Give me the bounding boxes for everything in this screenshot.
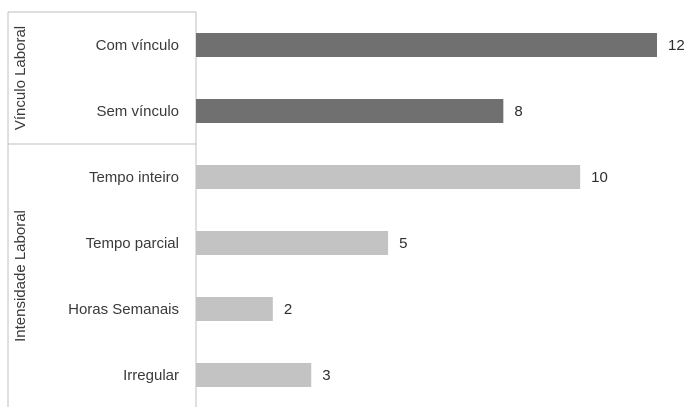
group-label-intensidade-laboral: Intensidade Laboral [12, 210, 29, 342]
category-label-tempo-inteiro: Tempo inteiro [89, 169, 179, 186]
value-label-irregular: 3 [322, 367, 330, 384]
category-label-sem-vinculo: Sem vínculo [96, 103, 179, 120]
value-label-tempo-parcial: 5 [399, 235, 407, 252]
category-label-com-vinculo: Com vínculo [96, 37, 179, 54]
bar-irregular [196, 363, 312, 387]
value-labels: 12 8 10 5 2 3 [284, 37, 685, 384]
value-label-com-vinculo: 12 [668, 37, 685, 54]
category-label-tempo-parcial: Tempo parcial [86, 235, 179, 252]
category-label-irregular: Irregular [123, 367, 179, 384]
group-brackets [7, 11, 196, 407]
bar-com-vinculo [196, 33, 657, 57]
bar-sem-vinculo [196, 99, 504, 123]
value-label-tempo-inteiro: 10 [591, 169, 608, 186]
bar-horas-semanais [196, 297, 273, 321]
bar-tempo-inteiro [196, 165, 581, 189]
group-labels: Vínculo Laboral Intensidade Laboral [12, 26, 29, 342]
value-label-horas-semanais: 2 [284, 301, 292, 318]
bars [196, 33, 657, 387]
group-label-vinculo-laboral: Vínculo Laboral [12, 26, 29, 130]
value-label-sem-vinculo: 8 [514, 103, 522, 120]
category-label-horas-semanais: Horas Semanais [68, 301, 179, 318]
category-labels: Com vínculo Sem vínculo Tempo inteiro Tempo… [68, 37, 179, 384]
bar-tempo-parcial [196, 231, 389, 255]
